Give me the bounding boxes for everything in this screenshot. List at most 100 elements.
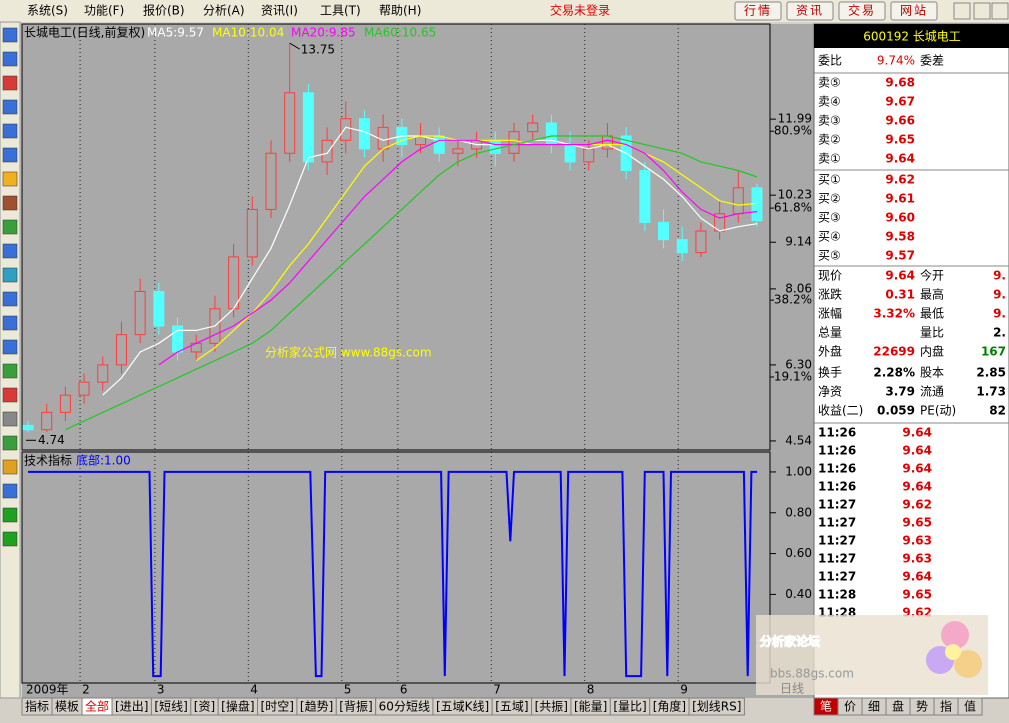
tool-icon[interactable] [2,339,18,355]
book-label: 卖④ [818,95,841,109]
x-tick-label: 7 [493,683,501,697]
ratio-label: 委比 [818,54,842,68]
tool-icon[interactable] [2,171,18,187]
side-tab-label[interactable]: 指 [940,699,952,714]
x-tick-label: 2 [82,683,90,697]
tab-label[interactable]: [能量] [574,700,607,714]
book-price: 9.58 [885,230,915,244]
tool-icon[interactable] [2,531,18,547]
tab-label[interactable]: [资] [194,700,215,714]
forum-name: 分析家论坛 [760,634,820,649]
close-button[interactable] [991,2,1009,20]
candle-body [153,290,165,327]
candle-body [134,290,146,336]
stat-label: 涨跌 [818,287,842,302]
menu-item[interactable]: 资讯(I) [261,4,298,18]
stat-value: 9. [993,288,1006,302]
tool-icon[interactable] [2,195,18,211]
tab-label[interactable]: [量比] [613,700,646,714]
nav-button[interactable] [734,1,782,21]
menu-item[interactable]: 帮助(H) [379,4,421,18]
tab-label[interactable]: [趋势] [300,700,333,714]
tool-icon[interactable] [2,435,18,451]
book-label: 卖② [818,133,841,147]
tool-icon[interactable] [2,291,18,307]
side-tab[interactable] [957,697,983,716]
tab-label[interactable]: [时空] [261,700,294,714]
tool-icon[interactable] [2,411,18,427]
nav-button[interactable] [890,1,938,21]
flower-center [945,644,961,660]
side-tab-label[interactable]: 盘 [892,699,904,714]
tool-icon[interactable] [2,219,18,235]
tab-label[interactable]: 指标 [25,699,49,714]
restore-button[interactable] [973,2,991,20]
tool-icon[interactable] [2,483,18,499]
tab-label[interactable]: 全部 [85,699,109,714]
y-tick-label: 9.14 [785,235,812,249]
tab-label[interactable]: 模板 [55,700,79,714]
nav-button[interactable] [838,1,886,21]
nav-button[interactable] [786,1,834,21]
tab-label[interactable]: [短线] [154,700,187,714]
indicator-title: 技术指标 [24,453,72,468]
ma-line [102,126,758,396]
y-tick-label: 0.80 [785,505,812,519]
tool-icon[interactable] [2,27,18,43]
tab[interactable] [688,697,745,716]
tick-price: 9.62 [902,498,932,512]
ratio-tick-label: 19.1% [774,370,812,384]
menu-item[interactable]: 分析(A) [203,4,245,18]
book-price: 9.60 [885,211,915,225]
tab-label[interactable]: [进出] [115,700,148,714]
side-tab-label[interactable]: 价 [844,700,856,714]
min-button[interactable] [953,2,971,20]
tick-price: 9.63 [902,552,932,566]
book-label: 卖① [818,152,841,166]
tool-icon[interactable] [2,243,18,259]
tab-label[interactable]: [操盘] [221,699,254,714]
tab-label[interactable]: 60分短线 [379,700,430,714]
tool-icon[interactable] [2,267,18,283]
tab-label[interactable]: [共振] [535,700,568,714]
tool-icon[interactable] [2,387,18,403]
side-tab-label[interactable]: 势 [916,700,928,714]
tab-label[interactable]: [五域K线] [436,700,489,714]
tab-label[interactable]: [五域] [495,700,528,714]
tick-time: 11:27 [818,570,856,584]
candle-body [732,187,744,215]
tab-label[interactable]: [划线RS] [692,700,741,714]
stat-value: 167 [981,345,1006,359]
tool-icon[interactable] [2,507,18,523]
book-label: 卖⑤ [818,76,841,90]
side-tab-label[interactable]: 值 [964,699,976,714]
tool-icon[interactable] [2,459,18,475]
menu-item[interactable]: 工具(T) [320,4,361,18]
candle-body [228,256,240,310]
forum-watermark [756,615,988,695]
high-pointer [289,42,300,50]
tab-label[interactable]: [背振] [339,700,372,714]
tab-label[interactable]: [角度] [653,699,686,714]
side-tab-label[interactable]: 笔 [820,699,832,714]
tool-icon[interactable] [2,363,18,379]
tool-icon[interactable] [2,147,18,163]
y-tick-label: 8.06 [785,281,812,295]
side-tab-label[interactable]: 细 [868,700,880,714]
y-tick-label: 0.60 [785,546,812,560]
tick-price: 9.64 [902,570,932,584]
stat-label: 外盘 [818,344,842,359]
tool-icon[interactable] [2,315,18,331]
tool-icon[interactable] [2,99,18,115]
tool-icon[interactable] [2,123,18,139]
candle-body [564,144,576,163]
tool-icon[interactable] [2,51,18,67]
menu-item[interactable]: 系统(S) [27,4,68,18]
tick-time: 11:27 [818,534,856,548]
tick-time: 11:27 [818,516,856,530]
menu-item[interactable]: 报价(B) [143,3,185,18]
tool-icon[interactable] [2,75,18,91]
petal [954,650,982,678]
menu-item[interactable]: 功能(F) [84,4,124,18]
